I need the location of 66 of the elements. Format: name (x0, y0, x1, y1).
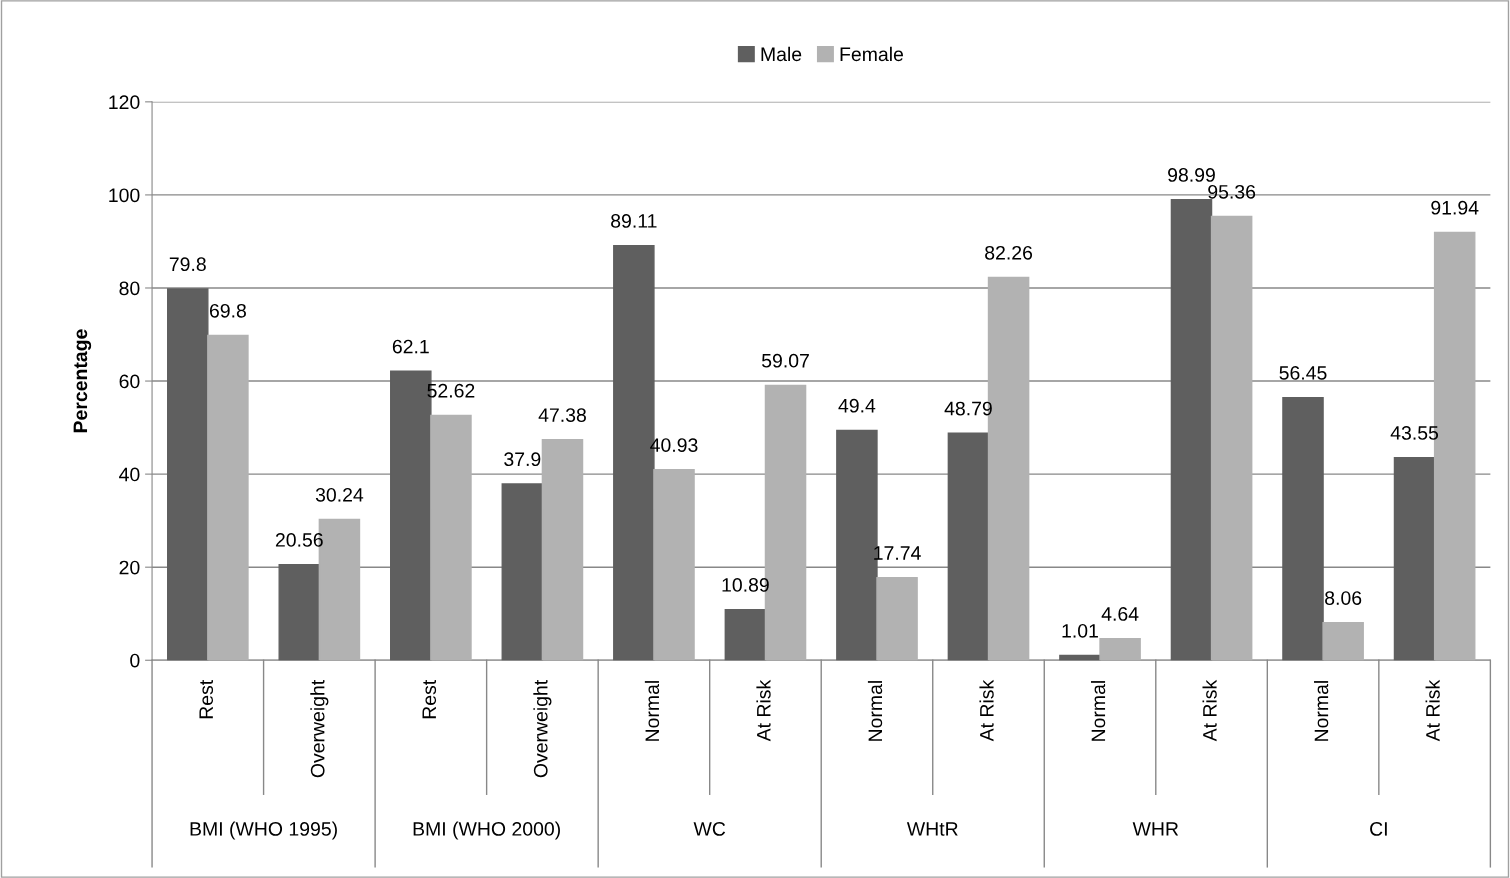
bar (278, 563, 321, 661)
data-label: 69.8 (209, 303, 246, 318)
data-label: 30.24 (315, 487, 364, 502)
x-tick-label: At Risk (1202, 679, 1217, 742)
y-tick-label: 80 (119, 281, 140, 296)
x-tick-label: Normal (867, 681, 883, 741)
legend-label: Male (761, 46, 802, 62)
bar (1282, 396, 1324, 661)
bar (1099, 637, 1141, 661)
data-label: 79.8 (169, 257, 206, 272)
y-tick-label: 100 (109, 188, 140, 203)
y-axis-title: Percentage (73, 329, 92, 433)
y-tick-label: 120 (109, 95, 140, 110)
bar (1322, 622, 1364, 661)
data-label: 47.38 (538, 408, 586, 422)
data-label: 56.45 (1279, 366, 1327, 380)
bar (430, 414, 472, 661)
data-label: 49.4 (838, 398, 876, 413)
data-label: 95.36 (1208, 184, 1256, 199)
bar (1393, 456, 1436, 661)
x-tick-label: Rest (199, 679, 214, 719)
bar (207, 334, 249, 661)
data-label: 82.26 (985, 245, 1033, 260)
text: BMI (WHO 2000) (413, 821, 560, 840)
y-tick-label: 20 (119, 560, 140, 575)
data-label: 8.06 (1325, 591, 1362, 605)
bar (1059, 654, 1101, 661)
data-label: 20.56 (275, 533, 323, 547)
y-tick-label: 0 (130, 653, 140, 668)
x-tick-label: Overweight (533, 679, 552, 778)
data-label: 37.9 (504, 452, 541, 467)
text: CI (1370, 822, 1387, 836)
data-label: 59.07 (761, 353, 809, 368)
bar (876, 577, 918, 661)
y-tick-label: 60 (119, 374, 140, 389)
legend-label: Female (840, 46, 904, 62)
data-label: 43.55 (1390, 426, 1439, 440)
x-tick-label: At Risk (979, 679, 994, 742)
bar (541, 439, 584, 661)
x-tick-label: Overweight (310, 679, 329, 778)
data-label: 89.11 (611, 214, 657, 228)
text: WHtR (906, 822, 958, 836)
x-tick-label: At Risk (1425, 679, 1440, 742)
text: WC (693, 822, 726, 836)
x-tick-label: At Risk (756, 679, 771, 742)
bar (1170, 198, 1213, 661)
data-label: 48.79 (944, 401, 992, 416)
data-label: 91.94 (1431, 200, 1479, 215)
data-label: 62.1 (392, 339, 429, 354)
data-label: 4.64 (1101, 607, 1139, 621)
text: WHR (1132, 822, 1179, 836)
data-label: 10.89 (722, 578, 769, 592)
bar (653, 469, 695, 661)
text: BMI (WHO 1995) (190, 821, 337, 840)
bar (1210, 215, 1253, 661)
y-tick-label: 40 (119, 467, 140, 482)
data-label: 98.99 (1168, 168, 1215, 182)
x-tick-label: Normal (1314, 681, 1329, 741)
bar (724, 608, 767, 661)
data-label: 1.01 (1062, 623, 1098, 638)
x-tick-label: Normal (644, 681, 660, 741)
bar (947, 432, 990, 661)
x-tick-label: Normal (1090, 681, 1106, 741)
x-tick-label: Rest (422, 679, 437, 719)
bar (501, 483, 544, 661)
bar (166, 288, 209, 661)
